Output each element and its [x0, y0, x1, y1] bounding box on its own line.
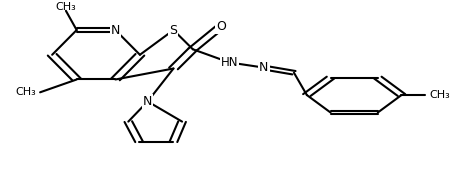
Text: N: N — [258, 61, 268, 74]
Text: N: N — [110, 24, 120, 36]
Text: CH₃: CH₃ — [55, 2, 76, 12]
Text: S: S — [169, 24, 177, 36]
Text: CH₃: CH₃ — [15, 87, 36, 97]
Text: HN: HN — [220, 56, 238, 69]
Text: N: N — [143, 95, 152, 108]
Text: CH₃: CH₃ — [428, 90, 449, 100]
Text: O: O — [216, 20, 225, 33]
